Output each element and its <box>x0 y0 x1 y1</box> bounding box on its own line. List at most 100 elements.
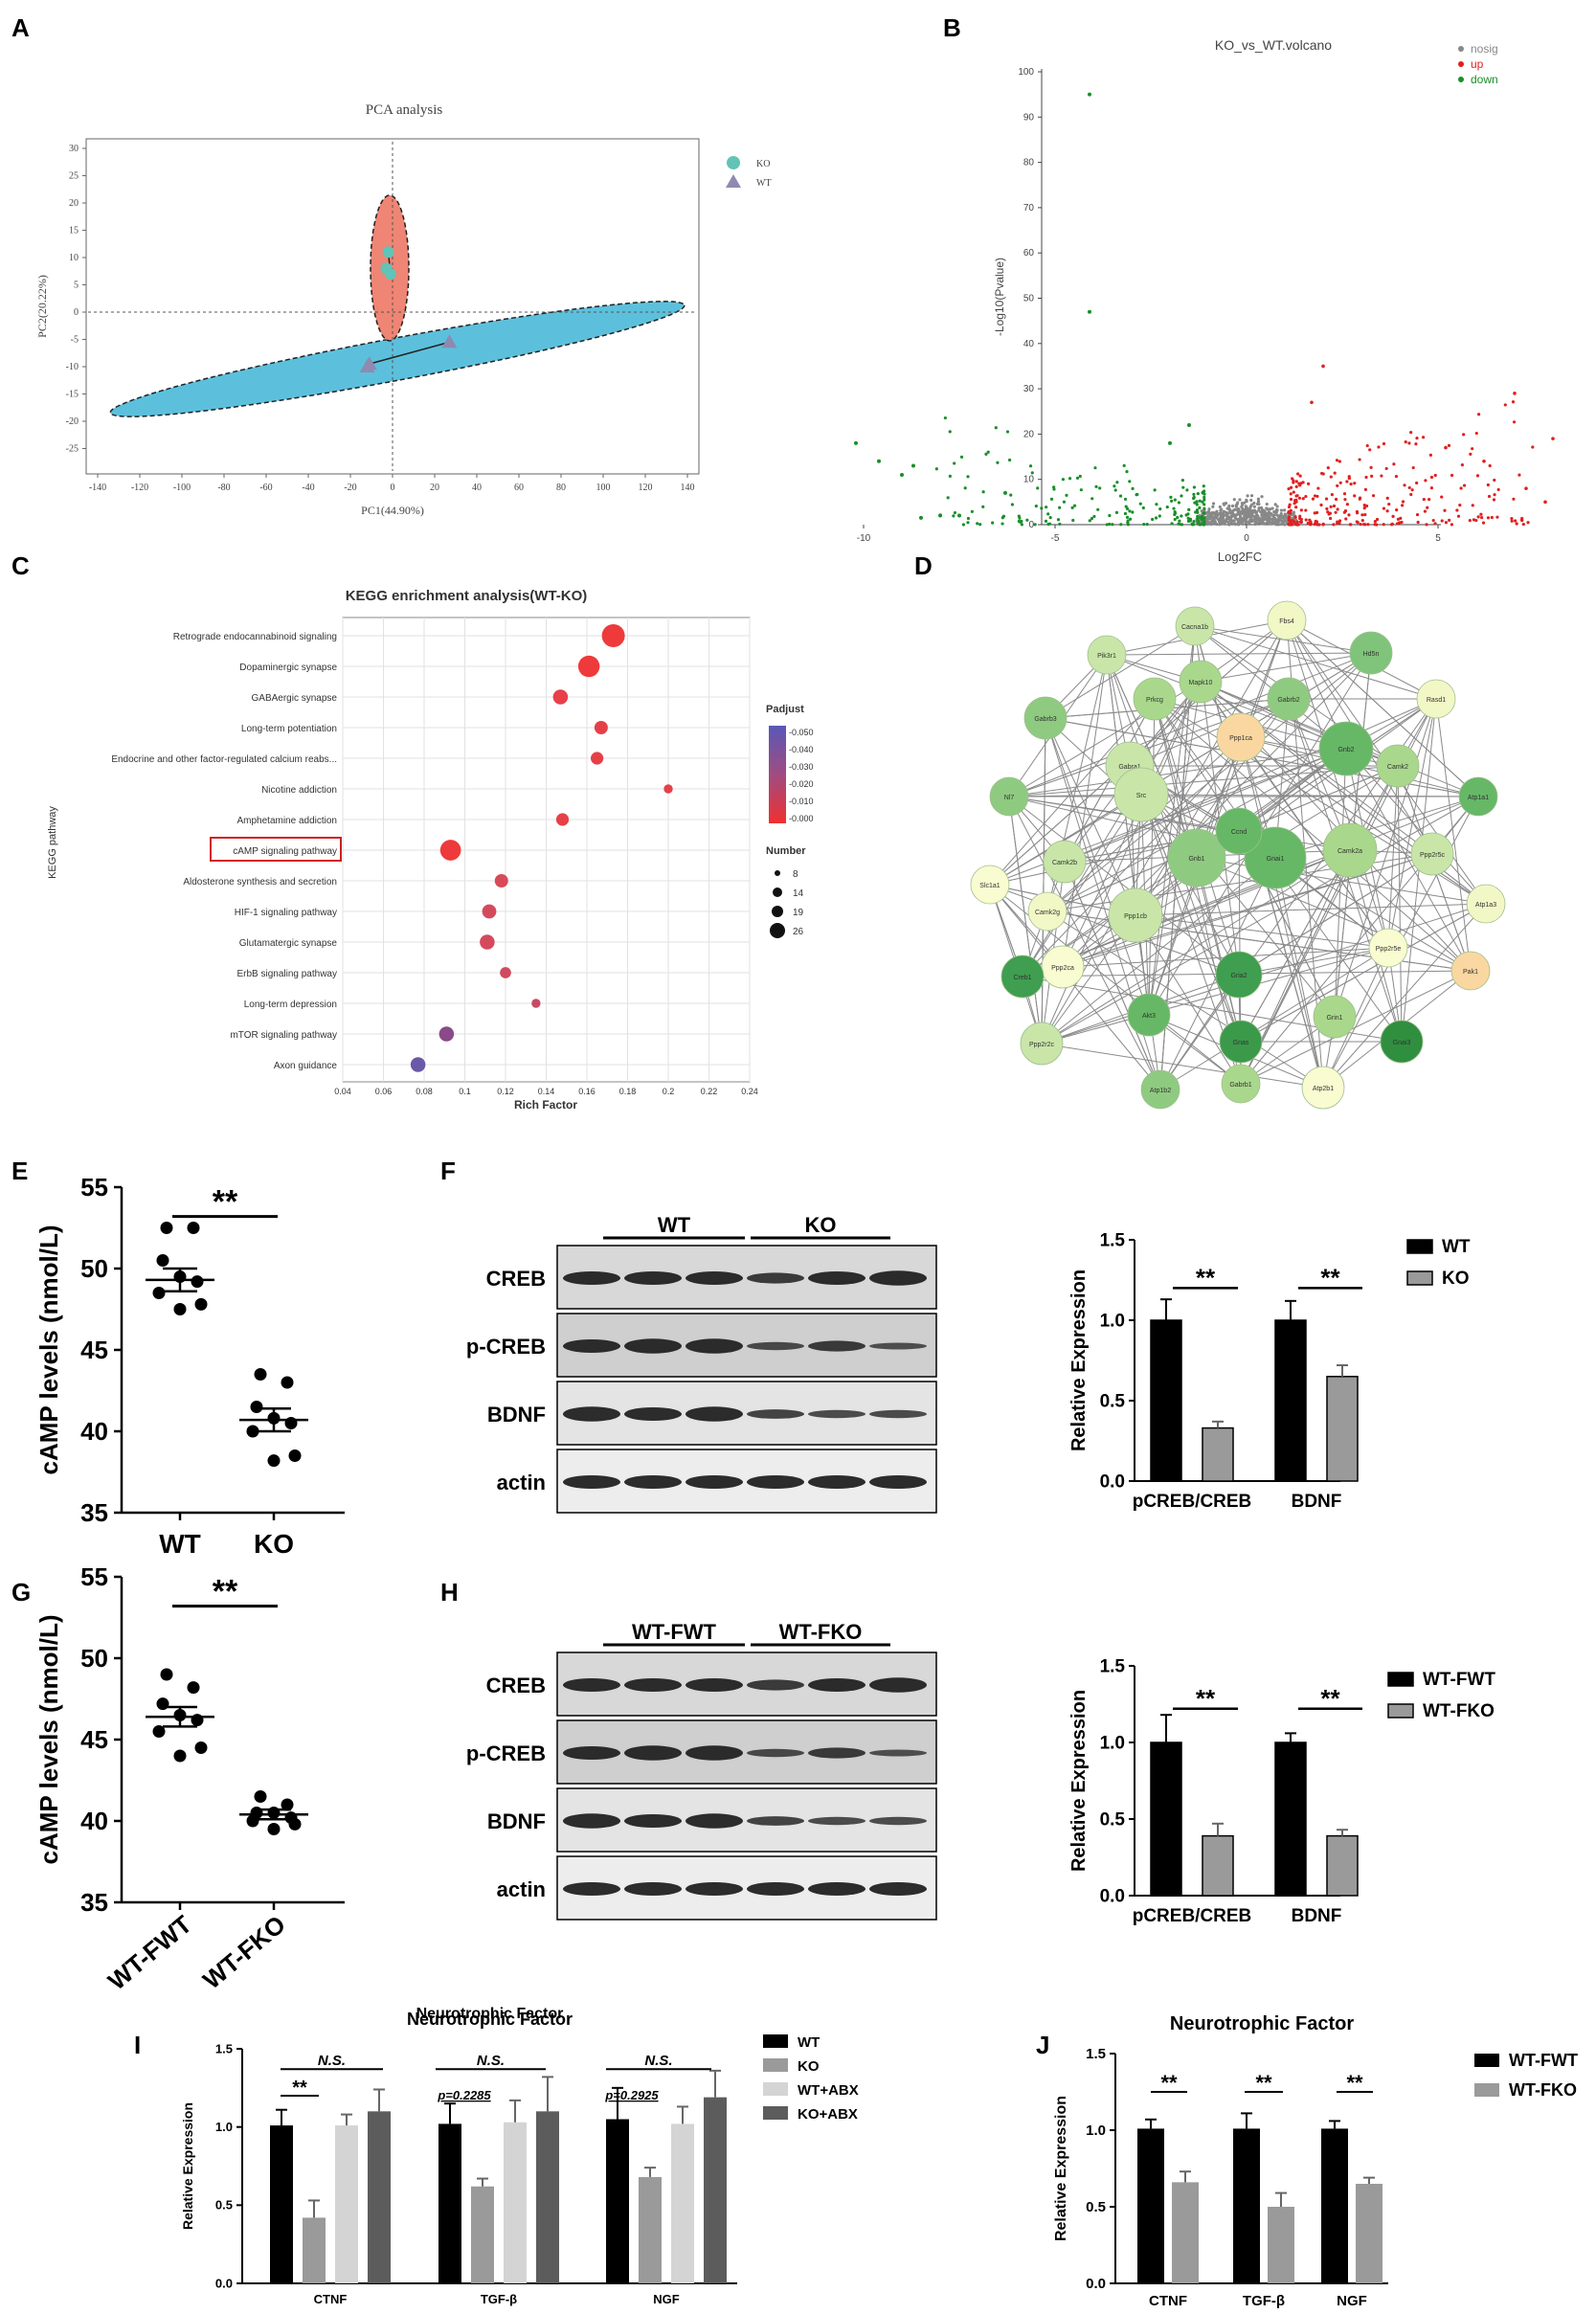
network-edge <box>1135 914 1389 949</box>
pca-xtick-label: 0 <box>391 483 395 493</box>
volcano-point-down <box>1065 493 1068 497</box>
network-node-label: Creb1 <box>1013 975 1031 981</box>
volcano-point-down <box>1123 511 1128 516</box>
dot-plot-point <box>152 1725 166 1738</box>
network-edge <box>1345 748 1472 972</box>
volcano-point-up <box>1429 486 1433 490</box>
panel-label-j: J <box>1036 2031 1049 2059</box>
volcano-point-up <box>1363 487 1368 491</box>
blot-band <box>869 1409 927 1419</box>
volcano-point-down <box>1198 499 1202 503</box>
blot-band <box>686 1745 743 1761</box>
bar-ytick-label: 0.0 <box>1100 1472 1125 1492</box>
volcano-point-nosig <box>1230 504 1235 508</box>
dot-plot-point <box>288 1449 302 1462</box>
volcano-point-up <box>1324 497 1329 501</box>
volcano-point-up <box>1495 515 1499 519</box>
kegg-chart: KEGG enrichment analysis(WT-KO) 0.04 0.06… <box>47 588 814 1112</box>
volcano-point-down <box>1172 506 1176 510</box>
kegg-point <box>555 813 570 826</box>
network-edge <box>1238 853 1433 976</box>
volcano-point-down <box>1141 505 1145 510</box>
volcano-point-down <box>1173 510 1177 514</box>
volcano-point-up <box>1363 523 1367 527</box>
volcano-point-up <box>1294 484 1298 488</box>
kegg-xtick-label: 0.22 <box>701 1087 718 1096</box>
volcano-point-up <box>1524 486 1528 490</box>
volcano-point-down <box>1017 514 1021 518</box>
bar-legend-swatch <box>1387 1703 1414 1719</box>
network-edge <box>1046 736 1242 912</box>
volcano-point-down <box>1040 506 1044 510</box>
volcano-point-down <box>1177 501 1181 505</box>
volcano-point-nosig <box>1279 511 1283 516</box>
volcano-point-up <box>1292 481 1295 484</box>
volcano-point-up <box>1364 475 1368 480</box>
volcano-point-down <box>1115 481 1119 484</box>
volcano-point-nosig <box>1219 508 1223 512</box>
network-edge <box>1064 698 1156 863</box>
volcano-point-up <box>1409 431 1413 435</box>
volcano-point-up <box>1395 507 1399 512</box>
volcano-point-up <box>1342 510 1346 514</box>
network-node <box>989 776 1029 817</box>
network-edge <box>1064 748 1347 863</box>
kegg-padj-colorbar <box>769 726 786 823</box>
bar-legend-label: WT-FKO <box>1423 1701 1495 1721</box>
volcano-point-up <box>1358 458 1361 461</box>
network-edge <box>1062 853 1433 968</box>
network-node <box>1416 679 1456 719</box>
volcano-point-down <box>1088 92 1091 97</box>
bar-legend-label: WT <box>798 2034 820 2051</box>
network-node <box>1244 826 1307 889</box>
blot-band <box>686 1475 743 1489</box>
volcano-point-up <box>1512 420 1517 424</box>
volcano-point-nosig <box>1274 508 1278 512</box>
pca-wt-link <box>369 341 450 365</box>
volcano-point-down <box>1111 523 1114 527</box>
kegg-number-marker <box>773 887 782 897</box>
bar-pvalue: p=0.2285 <box>437 2088 491 2102</box>
volcano-point-up <box>1355 509 1360 514</box>
bar-ytick-label: 1.0 <box>215 2120 233 2134</box>
network-edge <box>1135 903 1487 916</box>
volcano-point-down <box>946 496 950 500</box>
kegg-point <box>601 624 625 647</box>
volcano-point-up <box>1471 504 1474 507</box>
network-edge <box>1286 619 1479 798</box>
volcano-point-down <box>1123 497 1128 502</box>
blot-band <box>747 1816 804 1826</box>
pca-ko-point <box>384 268 396 281</box>
blot-band <box>869 1816 927 1826</box>
volcano-point-down <box>1192 496 1196 501</box>
network-edge <box>1148 619 1288 1016</box>
volcano-point-up <box>1515 522 1518 526</box>
network-edge <box>1041 903 1487 1045</box>
volcano-point-down <box>934 467 938 471</box>
bar-chart-f: 0.0 0.5 1.0 1.5 Relative Expression pCREB/CRE… <box>1068 1230 1471 1512</box>
volcano-point-up <box>1543 500 1547 505</box>
volcano-point-up <box>1448 518 1451 522</box>
volcano-point-nosig <box>1256 497 1261 501</box>
bar <box>1150 1319 1182 1482</box>
bar-category-label: CTNF <box>314 2292 348 2306</box>
kegg-xtick-label: 0.24 <box>741 1087 758 1096</box>
network-edge <box>1022 796 1479 977</box>
bar <box>1233 2128 1260 2283</box>
volcano-point-up <box>1510 516 1514 521</box>
volcano-point-down <box>1196 491 1200 496</box>
network-node <box>1368 928 1408 968</box>
network-node <box>1000 955 1045 999</box>
volcano-point-up <box>1511 400 1516 404</box>
volcano-point-nosig <box>1265 502 1269 506</box>
volcano-ytick-label: 20 <box>1023 429 1035 439</box>
volcano-point-up <box>1369 465 1373 469</box>
bar-sig: ** <box>1160 2071 1178 2095</box>
volcano-point-down <box>970 509 975 514</box>
volcano-point-up <box>1293 499 1297 503</box>
volcano-point-up <box>1290 523 1293 527</box>
volcano-point-nosig <box>1250 519 1254 523</box>
volcano-point-up <box>1474 518 1478 523</box>
bar-sig: ** <box>292 2078 307 2099</box>
pca-xtick-label: 120 <box>639 483 653 493</box>
